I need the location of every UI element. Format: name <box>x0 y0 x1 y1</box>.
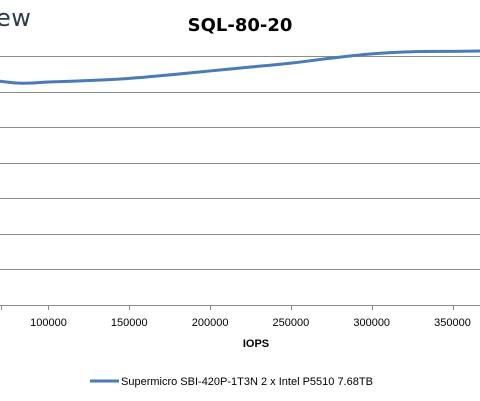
series-line-1 <box>0 49 480 85</box>
chart-title: SQL-80-20 <box>188 15 293 36</box>
x-tick-label-1: 150000 <box>111 317 148 329</box>
x-tick-label-0: 100000 <box>30 317 67 329</box>
gridlines <box>0 56 480 306</box>
x-tick-label-4: 300000 <box>353 317 390 329</box>
x-tick-label-2: 200000 <box>192 317 229 329</box>
x-tick-label-3: 250000 <box>273 317 310 329</box>
x-axis: 100000 150000 200000 250000 300000 350000 <box>1 305 471 329</box>
series-layer <box>0 49 480 85</box>
legend-label-series-1: Supermicro SBI-420P-1T3N 2 x Intel P5510… <box>121 376 373 388</box>
x-axis-label: IOPS <box>243 338 269 350</box>
watermark-logo-text: ew <box>0 4 32 32</box>
x-tick-label-5: 350000 <box>434 317 471 329</box>
legend: Supermicro SBI-420P-1T3N 2 x Intel P5510… <box>90 376 373 388</box>
